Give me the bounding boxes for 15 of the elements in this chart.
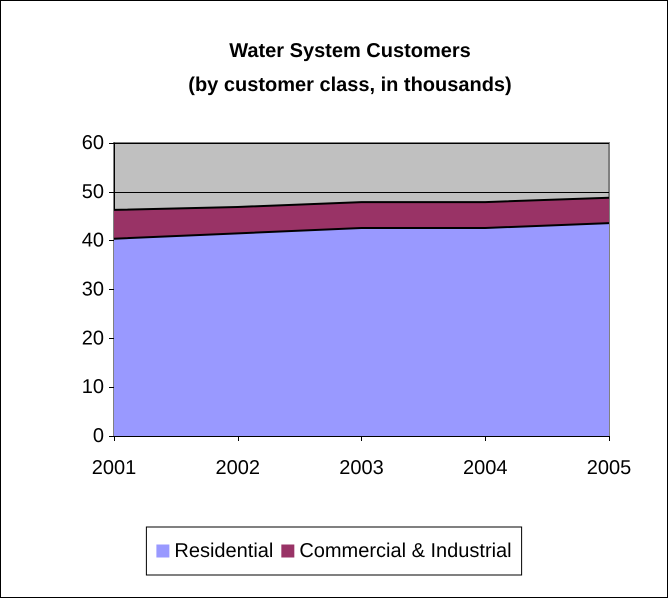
x-tick-label: 2002: [216, 457, 260, 479]
x-tick-label: 2001: [92, 457, 136, 479]
legend-label: Commercial & Industrial: [299, 540, 512, 562]
y-tick-label: 20: [82, 327, 104, 350]
x-tick-label: 2004: [463, 457, 508, 479]
legend-label: Residential: [174, 540, 274, 562]
y-tick-label: 30: [82, 278, 104, 300]
y-tick-label: 0: [92, 425, 104, 447]
x-tick-label: 2003: [339, 457, 384, 479]
x-tick-label: 2005: [586, 457, 632, 479]
y-tick-label: 40: [82, 230, 104, 252]
y-tick-label: 10: [82, 376, 104, 398]
chart-title: Water System Customers (by customer class, in thousands): [188, 40, 512, 96]
y-tick-label: 60: [82, 132, 104, 154]
y-tick-label: 50: [82, 180, 104, 203]
